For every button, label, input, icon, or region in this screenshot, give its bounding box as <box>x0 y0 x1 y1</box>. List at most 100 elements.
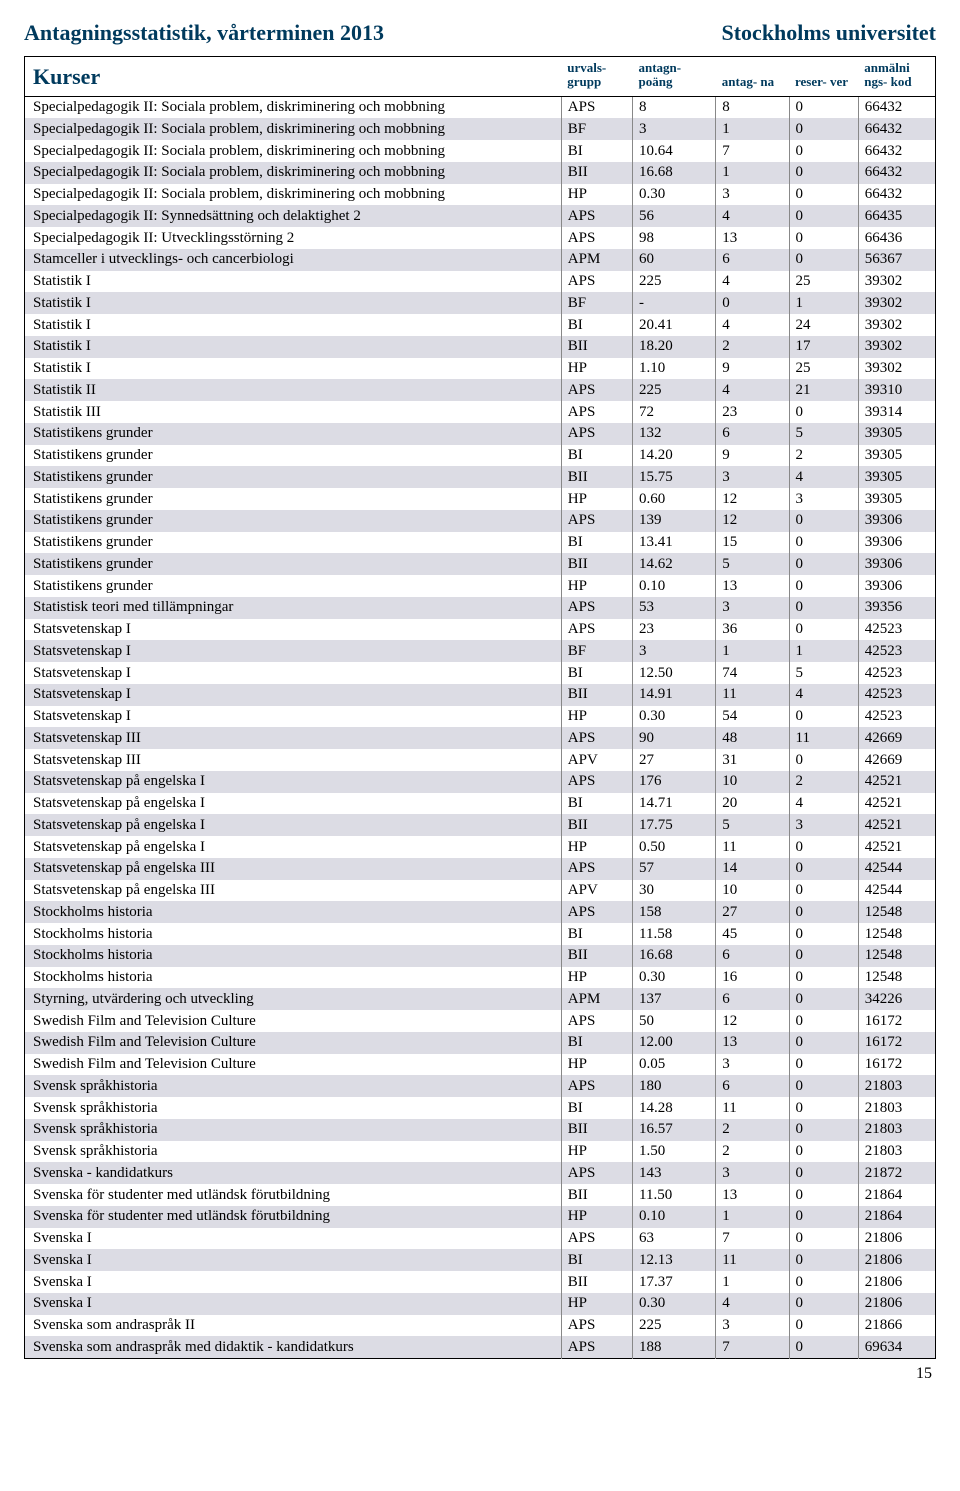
course-name: Styrning, utvärdering och utveckling <box>25 988 562 1010</box>
antagna: 23 <box>716 401 789 423</box>
table-row: Svenska IBI12.1311021806 <box>25 1249 936 1271</box>
reserver: 0 <box>789 205 858 227</box>
antagnpoang: 158 <box>633 901 716 923</box>
course-name: Statistikens grunder <box>25 423 562 445</box>
reserver: 0 <box>789 118 858 140</box>
antagnpoang: 63 <box>633 1228 716 1250</box>
antagna: 1 <box>716 162 789 184</box>
col-header-antagna: antag- na <box>716 57 789 97</box>
anmalningskod: 21803 <box>858 1141 935 1163</box>
anmalningskod: 39305 <box>858 466 935 488</box>
urvalsgrupp: APS <box>561 1336 632 1358</box>
anmalningskod: 16172 <box>858 1032 935 1054</box>
antagnpoang: 16.68 <box>633 162 716 184</box>
course-name: Svensk språkhistoria <box>25 1075 562 1097</box>
reserver: 4 <box>789 684 858 706</box>
antagnpoang: 225 <box>633 271 716 293</box>
table-row: Svensk språkhistoriaAPS1806021803 <box>25 1075 936 1097</box>
antagna: 1 <box>716 1206 789 1228</box>
reserver: 0 <box>789 1010 858 1032</box>
reserver: 0 <box>789 619 858 641</box>
page-header: Antagningsstatistik, vårterminen 2013 St… <box>24 20 936 46</box>
table-row: Stockholms historiaHP0.3016012548 <box>25 967 936 989</box>
table-row: Statistikens grunderHP0.1013039306 <box>25 575 936 597</box>
reserver: 5 <box>789 662 858 684</box>
anmalningskod: 39306 <box>858 575 935 597</box>
reserver: 0 <box>789 880 858 902</box>
col-header-reserver: reser- ver <box>789 57 858 97</box>
urvalsgrupp: APS <box>561 1228 632 1250</box>
antagnpoang: 0.50 <box>633 836 716 858</box>
urvalsgrupp: HP <box>561 184 632 206</box>
table-row: Swedish Film and Television CultureHP0.0… <box>25 1054 936 1076</box>
urvalsgrupp: APS <box>561 1010 632 1032</box>
course-name: Statsvetenskap på engelska I <box>25 771 562 793</box>
course-name: Stockholms historia <box>25 923 562 945</box>
antagnpoang: 60 <box>633 249 716 271</box>
antagna: 5 <box>716 553 789 575</box>
anmalningskod: 21806 <box>858 1271 935 1293</box>
anmalningskod: 42523 <box>858 662 935 684</box>
antagna: 12 <box>716 488 789 510</box>
anmalningskod: 21872 <box>858 1162 935 1184</box>
urvalsgrupp: BI <box>561 1032 632 1054</box>
reserver: 0 <box>789 1097 858 1119</box>
col-header-anmalningskod: anmälni ngs- kod <box>858 57 935 97</box>
course-name: Stockholms historia <box>25 945 562 967</box>
anmalningskod: 42544 <box>858 880 935 902</box>
antagna: 15 <box>716 532 789 554</box>
antagnpoang: 56 <box>633 205 716 227</box>
anmalningskod: 42523 <box>858 684 935 706</box>
antagnpoang: 57 <box>633 858 716 880</box>
antagnpoang: 20.41 <box>633 314 716 336</box>
antagna: 27 <box>716 901 789 923</box>
course-name: Stockholms historia <box>25 901 562 923</box>
urvalsgrupp: BI <box>561 662 632 684</box>
antagnpoang: 0.05 <box>633 1054 716 1076</box>
urvalsgrupp: BII <box>561 684 632 706</box>
anmalningskod: 42521 <box>858 771 935 793</box>
reserver: 0 <box>789 1315 858 1337</box>
table-row: Svenska som andraspråk IIAPS2253021866 <box>25 1315 936 1337</box>
antagnpoang: 0.30 <box>633 1293 716 1315</box>
table-row: Statistikens grunderBI14.209239305 <box>25 445 936 467</box>
antagna: 1 <box>716 118 789 140</box>
anmalningskod: 42521 <box>858 836 935 858</box>
anmalningskod: 21864 <box>858 1184 935 1206</box>
table-row: Statsvetenskap på engelska IHP0.50110425… <box>25 836 936 858</box>
reserver: 0 <box>789 510 858 532</box>
anmalningskod: 21803 <box>858 1075 935 1097</box>
antagnpoang: 12.50 <box>633 662 716 684</box>
urvalsgrupp: BII <box>561 1119 632 1141</box>
reserver: 0 <box>789 923 858 945</box>
course-name: Swedish Film and Television Culture <box>25 1032 562 1054</box>
table-row: Specialpedagogik II: Sociala problem, di… <box>25 96 936 118</box>
reserver: 4 <box>789 793 858 815</box>
antagna: 6 <box>716 1075 789 1097</box>
antagnpoang: 14.20 <box>633 445 716 467</box>
reserver: 21 <box>789 379 858 401</box>
table-row: Stockholms historiaBI11.5845012548 <box>25 923 936 945</box>
urvalsgrupp: HP <box>561 1206 632 1228</box>
urvalsgrupp: APV <box>561 749 632 771</box>
reserver: 0 <box>789 1249 858 1271</box>
anmalningskod: 39356 <box>858 597 935 619</box>
course-name: Specialpedagogik II: Sociala problem, di… <box>25 184 562 206</box>
course-name: Statsvetenskap på engelska I <box>25 836 562 858</box>
table-row: Svenska IAPS637021806 <box>25 1228 936 1250</box>
table-row: Statistik IBII18.2021739302 <box>25 336 936 358</box>
antagnpoang: 15.75 <box>633 466 716 488</box>
anmalningskod: 12548 <box>858 967 935 989</box>
anmalningskod: 56367 <box>858 249 935 271</box>
urvalsgrupp: BI <box>561 1249 632 1271</box>
table-row: Specialpedagogik II: Sociala problem, di… <box>25 184 936 206</box>
course-name: Statistikens grunder <box>25 553 562 575</box>
antagna: 11 <box>716 1249 789 1271</box>
course-name: Statsvetenskap I <box>25 640 562 662</box>
anmalningskod: 39306 <box>858 510 935 532</box>
table-row: Svenska för studenter med utländsk förut… <box>25 1184 936 1206</box>
reserver: 0 <box>789 1054 858 1076</box>
reserver: 1 <box>789 292 858 314</box>
antagna: 0 <box>716 292 789 314</box>
course-name: Statsvetenskap III <box>25 749 562 771</box>
